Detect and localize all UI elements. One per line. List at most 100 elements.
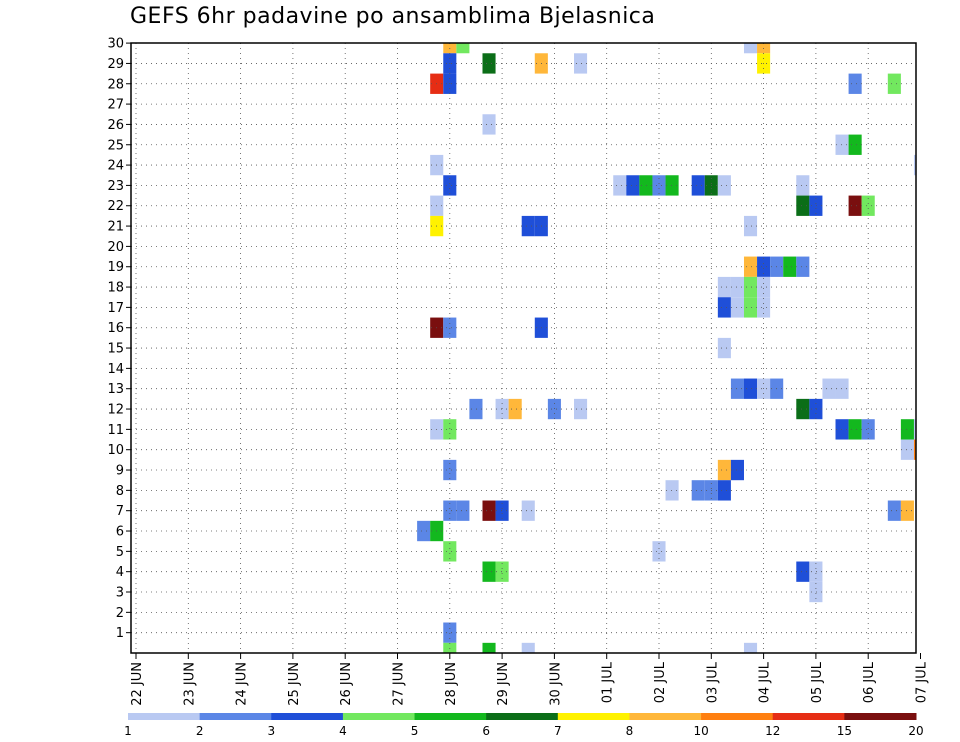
data-cell <box>521 500 535 521</box>
y-tick-label: 28 <box>107 77 124 92</box>
data-cells-layer <box>417 43 916 653</box>
data-cell <box>796 398 810 420</box>
data-cell <box>717 337 731 359</box>
data-cell <box>691 480 705 501</box>
data-cell <box>809 561 823 582</box>
data-cell <box>861 419 875 440</box>
x-tick-label: 24 JUN <box>235 662 250 706</box>
data-cell <box>521 215 535 237</box>
legend-swatch <box>199 713 272 720</box>
data-cell <box>443 541 457 562</box>
legend-label: 3 <box>267 724 275 738</box>
data-cell <box>482 642 496 653</box>
data-cell <box>796 561 810 582</box>
y-tick-label: 24 <box>107 159 124 174</box>
data-cell <box>743 215 758 237</box>
data-cell <box>796 256 810 277</box>
data-cell <box>783 256 797 277</box>
data-cell <box>743 642 758 653</box>
data-cell <box>495 398 509 420</box>
data-cell <box>626 175 640 196</box>
y-tick-label: 16 <box>107 321 124 336</box>
legend-swatch <box>772 713 845 720</box>
data-cell <box>900 500 914 521</box>
data-cell <box>717 480 731 501</box>
data-cell <box>665 175 679 196</box>
data-cell <box>691 175 705 196</box>
data-cell <box>469 398 483 420</box>
data-cell <box>796 195 810 216</box>
y-tick-label: 4 <box>116 565 124 580</box>
y-tick-label: 23 <box>107 179 124 194</box>
data-cell <box>482 561 496 582</box>
data-cell <box>521 642 535 653</box>
legend-swatch <box>844 713 917 720</box>
y-tick-label: 14 <box>107 362 124 377</box>
data-cell <box>848 419 862 440</box>
legend-swatch <box>629 713 702 720</box>
data-cell <box>613 175 627 196</box>
x-tick-label: 28 JUN <box>444 662 459 706</box>
y-tick-label: 9 <box>116 464 124 479</box>
legend-label: 4 <box>339 724 347 738</box>
x-tick-label: 01 JUL <box>601 661 616 703</box>
x-tick-label: 23 JUN <box>182 662 197 706</box>
data-cell <box>757 256 771 277</box>
x-tick-label: 26 JUN <box>339 662 354 706</box>
grid-layer <box>131 43 916 653</box>
chart-title: GEFS 6hr padavine po ansamblima Bjelasni… <box>130 4 656 29</box>
data-cell <box>887 73 901 94</box>
data-cell <box>743 256 758 277</box>
data-cell <box>482 53 496 74</box>
y-tick-label: 5 <box>116 545 124 560</box>
data-cell <box>456 500 470 521</box>
y-tick-label: 6 <box>116 525 124 540</box>
legend-label: 20 <box>908 724 923 738</box>
x-tick-label: 06 JUL <box>862 661 877 703</box>
data-cell <box>730 459 744 481</box>
data-cell <box>495 500 509 521</box>
x-tick-label: 07 JUL <box>915 661 930 703</box>
x-tick-label: 29 JUN <box>496 662 511 706</box>
legend-swatch <box>414 713 487 720</box>
data-cell <box>861 195 875 216</box>
data-cell <box>743 378 758 399</box>
x-tick-label: 02 JUL <box>653 661 668 703</box>
data-cell <box>730 378 744 399</box>
data-cell <box>547 398 561 420</box>
y-tick-label: 8 <box>116 484 124 499</box>
data-cell <box>809 581 823 603</box>
x-axis: 22 JUN 23 JUN 24 JUN 25 JUN 26 JUN 27 JUN 28 J… <box>130 653 930 706</box>
data-cell <box>730 276 744 298</box>
data-cell <box>913 154 916 176</box>
data-cell <box>443 419 457 440</box>
data-cell <box>456 43 470 54</box>
data-cell <box>443 642 457 653</box>
legend-label: 15 <box>837 724 852 738</box>
legend-swatch <box>701 713 774 720</box>
x-tick-label: 30 JUN <box>548 662 563 706</box>
y-tick-label: 15 <box>107 342 124 357</box>
data-cell <box>848 134 862 155</box>
data-cell <box>717 459 731 481</box>
y-tick-label: 27 <box>107 98 124 113</box>
legend-label: 5 <box>411 724 419 738</box>
data-cell <box>835 378 849 399</box>
y-tick-label: 1 <box>116 626 124 641</box>
data-cell <box>574 53 588 74</box>
data-cell <box>822 378 836 399</box>
data-cell <box>717 297 731 318</box>
data-cell <box>900 439 914 460</box>
y-tick-label: 18 <box>107 281 124 296</box>
y-tick-label: 12 <box>107 403 124 418</box>
color-legend: 1 2 3 4 5 6 7 8 10 12 15 20 <box>124 713 924 738</box>
y-tick-label: 25 <box>107 138 124 153</box>
legend-swatch <box>486 713 559 720</box>
x-tick-label: 05 JUL <box>810 661 825 703</box>
data-cell <box>508 398 522 420</box>
plot-frame <box>130 42 917 654</box>
data-cell <box>757 297 771 318</box>
legend-label: 8 <box>626 724 634 738</box>
legend-label: 6 <box>482 724 490 738</box>
